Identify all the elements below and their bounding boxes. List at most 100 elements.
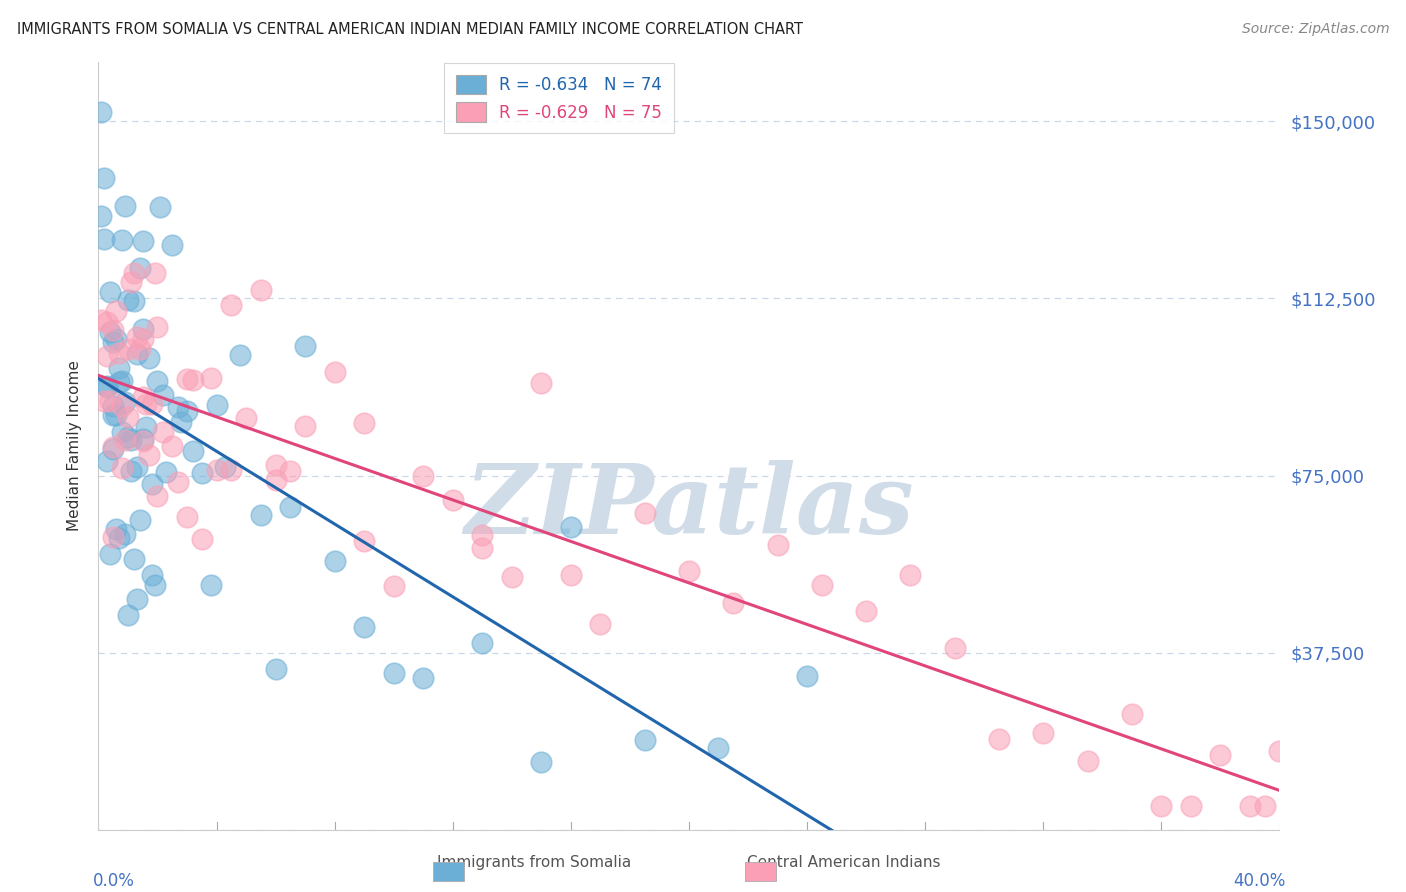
Point — [117, 342, 139, 356]
Point — [170, 415, 193, 429]
Point — [103, 442, 125, 456]
Point — [125, 330, 148, 344]
Point — [96, 315, 118, 329]
Point — [111, 233, 134, 247]
Point — [141, 567, 163, 582]
Point — [176, 372, 198, 386]
Point — [103, 530, 125, 544]
Point — [132, 332, 155, 346]
Point — [90, 105, 112, 120]
Point — [353, 534, 375, 549]
Point — [280, 500, 302, 514]
Point — [103, 440, 125, 454]
Point — [221, 298, 243, 312]
Point — [1032, 726, 1054, 740]
Point — [560, 567, 582, 582]
Point — [796, 669, 818, 683]
Point — [191, 466, 214, 480]
Point — [114, 527, 136, 541]
Point — [176, 509, 198, 524]
Point — [323, 365, 346, 379]
Point — [146, 374, 169, 388]
Point — [181, 373, 204, 387]
Point — [250, 283, 273, 297]
Text: Source: ZipAtlas.com: Source: ZipAtlas.com — [1241, 22, 1389, 37]
Point — [93, 171, 115, 186]
Point — [122, 551, 145, 566]
Point — [1077, 755, 1099, 769]
Point — [128, 513, 150, 527]
Point — [132, 432, 155, 446]
Point — [138, 351, 160, 365]
Point — [117, 608, 139, 623]
Point — [264, 662, 287, 676]
Point — [96, 379, 118, 393]
Point — [108, 346, 131, 360]
Point — [943, 640, 966, 655]
Point — [214, 460, 236, 475]
Y-axis label: Median Family Income: Median Family Income — [66, 360, 82, 532]
Point — [205, 462, 228, 476]
Point — [146, 490, 169, 504]
Point — [294, 418, 316, 433]
Point — [530, 755, 553, 769]
Point — [723, 596, 745, 610]
Point — [90, 209, 112, 223]
Point — [200, 371, 222, 385]
Point — [120, 275, 142, 289]
Point — [167, 475, 190, 489]
Point — [707, 740, 730, 755]
Point — [176, 404, 198, 418]
Text: Central American Indians: Central American Indians — [747, 855, 941, 870]
Point — [93, 232, 115, 246]
Point — [766, 538, 789, 552]
Point — [122, 294, 145, 309]
Point — [1150, 799, 1173, 814]
Point — [117, 430, 139, 444]
Point — [111, 460, 134, 475]
Point — [1239, 799, 1261, 814]
Point — [103, 323, 125, 337]
Point — [105, 522, 128, 536]
Point — [900, 568, 922, 582]
Point — [191, 532, 214, 546]
Point — [141, 477, 163, 491]
Text: ZIPatlas: ZIPatlas — [464, 460, 914, 554]
Point — [1254, 799, 1277, 814]
Point — [412, 469, 434, 483]
Point — [589, 616, 612, 631]
Point — [143, 578, 166, 592]
Point — [96, 379, 118, 393]
Point — [114, 434, 136, 448]
Point — [93, 394, 115, 409]
Point — [294, 339, 316, 353]
Point — [382, 579, 405, 593]
Point — [634, 732, 657, 747]
Point — [162, 439, 183, 453]
Point — [1121, 707, 1143, 722]
Point — [111, 425, 134, 439]
Point — [103, 335, 125, 350]
Point — [108, 375, 131, 389]
Point — [353, 619, 375, 633]
Point — [125, 459, 148, 474]
Point — [111, 374, 134, 388]
Point — [560, 519, 582, 533]
Point — [125, 592, 148, 607]
Point — [1209, 747, 1232, 762]
Point — [103, 399, 125, 413]
Point — [264, 473, 287, 487]
Point — [114, 199, 136, 213]
Point — [96, 454, 118, 468]
Point — [98, 285, 121, 300]
Point — [471, 635, 494, 649]
Point — [111, 399, 134, 413]
Text: IMMIGRANTS FROM SOMALIA VS CENTRAL AMERICAN INDIAN MEDIAN FAMILY INCOME CORRELAT: IMMIGRANTS FROM SOMALIA VS CENTRAL AMERI… — [17, 22, 803, 37]
Point — [205, 399, 228, 413]
Point — [634, 506, 657, 520]
Point — [138, 449, 160, 463]
Point — [117, 293, 139, 307]
Point — [135, 396, 157, 410]
Point — [221, 463, 243, 477]
Point — [412, 671, 434, 685]
